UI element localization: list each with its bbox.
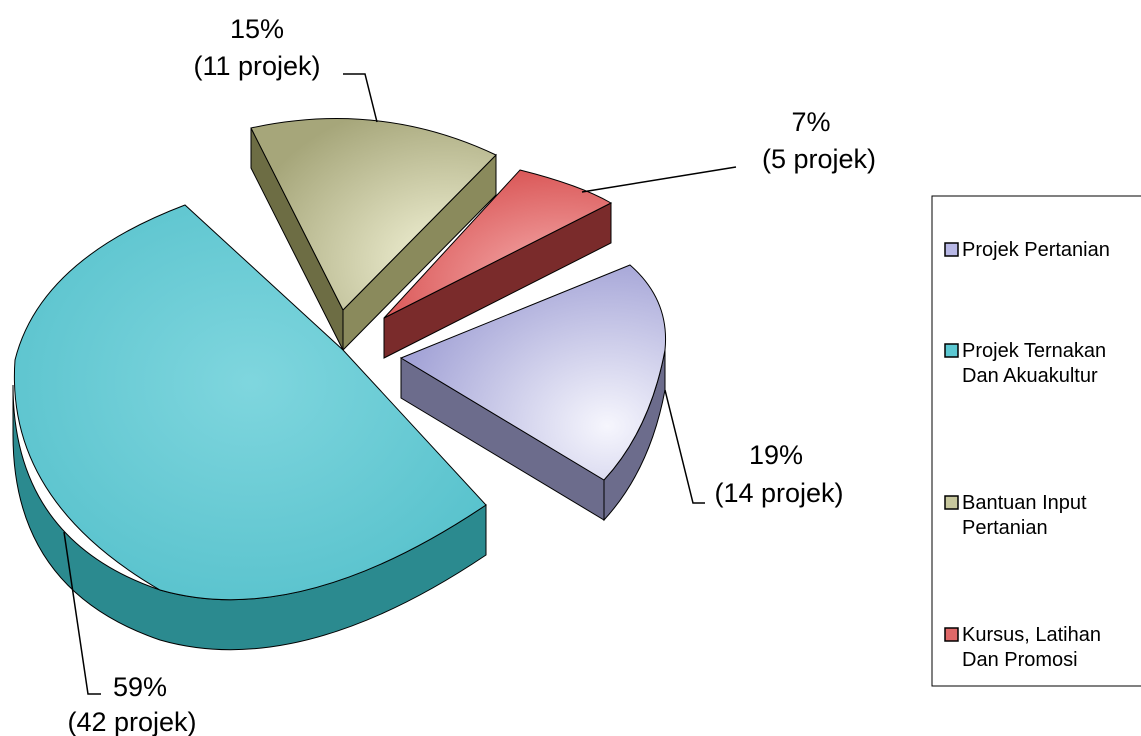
slice-side-ternakan (12, 384, 487, 651)
legend-label-pertanian-1: Projek Pertanian (962, 239, 1110, 261)
legend-label-bantuan-1: Bantuan Input (962, 492, 1087, 514)
slice-pertanian (399, 264, 667, 481)
slice-kursus (383, 169, 613, 319)
legend-swatch-ternakan (944, 343, 959, 358)
data-label-pct-ternakan: 59% (113, 672, 167, 702)
leader-line-pertanian (664, 389, 705, 504)
legend-swatch-pertanian (944, 242, 959, 257)
data-label-pct-pertanian: 19% (749, 440, 803, 470)
data-label-count-kursus: (5 projek) (762, 144, 876, 174)
leader-line-ternakan (63, 531, 101, 695)
leader-line-kursus (581, 166, 737, 193)
legend-label-kursus-1: Kursus, Latihan (962, 624, 1101, 646)
legend-label-ternakan-1: Projek Ternakan (962, 340, 1106, 362)
data-label-pct-kursus: 7% (791, 107, 830, 137)
legend-swatch-bantuan (944, 495, 959, 510)
data-label-count-pertanian: (14 projek) (714, 478, 843, 508)
legend-label-ternakan-2: Dan Akuakultur (962, 365, 1098, 387)
data-label-count-bantuan: (11 projek) (193, 51, 320, 81)
legend-label-kursus-2: Dan Promosi (962, 649, 1078, 671)
data-label-pct-bantuan: 15% (230, 14, 284, 44)
data-label-count-ternakan: (42 projek) (67, 707, 196, 736)
legend-label-bantuan-2: Pertanian (962, 517, 1048, 539)
slice-ternakan (13, 204, 487, 601)
legend-swatch-kursus (944, 627, 959, 642)
legend-box (931, 195, 1141, 687)
leader-line-bantuan (343, 73, 378, 123)
